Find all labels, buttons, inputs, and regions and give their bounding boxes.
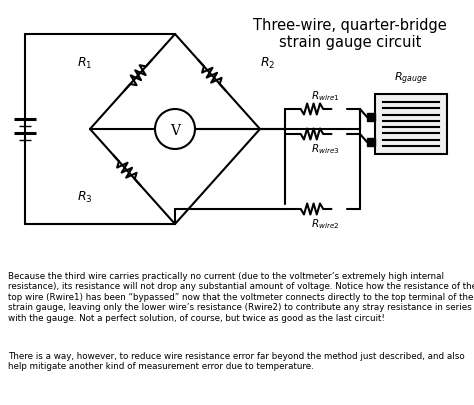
- Text: $R_1$: $R_1$: [77, 55, 93, 70]
- Bar: [367, 114, 375, 121]
- Bar: [375, 95, 447, 155]
- Text: There is a way, however, to reduce wire resistance error far beyond the method j: There is a way, however, to reduce wire …: [8, 351, 465, 371]
- Text: $R_2$: $R_2$: [260, 55, 276, 70]
- Text: $R_{wire2}$: $R_{wire2}$: [311, 217, 339, 230]
- Text: Because the third wire carries practically no current (due to the voltmeter’s ex: Because the third wire carries practical…: [8, 271, 474, 322]
- Text: $R_{wire1}$: $R_{wire1}$: [310, 89, 339, 102]
- Text: $R_3$: $R_3$: [77, 189, 93, 204]
- Text: V: V: [170, 124, 180, 138]
- Text: $R_{gauge}$: $R_{gauge}$: [394, 70, 428, 87]
- Text: $R_{wire3}$: $R_{wire3}$: [310, 142, 339, 156]
- Bar: [367, 139, 375, 147]
- Text: Three-wire, quarter-bridge
strain gauge circuit: Three-wire, quarter-bridge strain gauge …: [253, 18, 447, 50]
